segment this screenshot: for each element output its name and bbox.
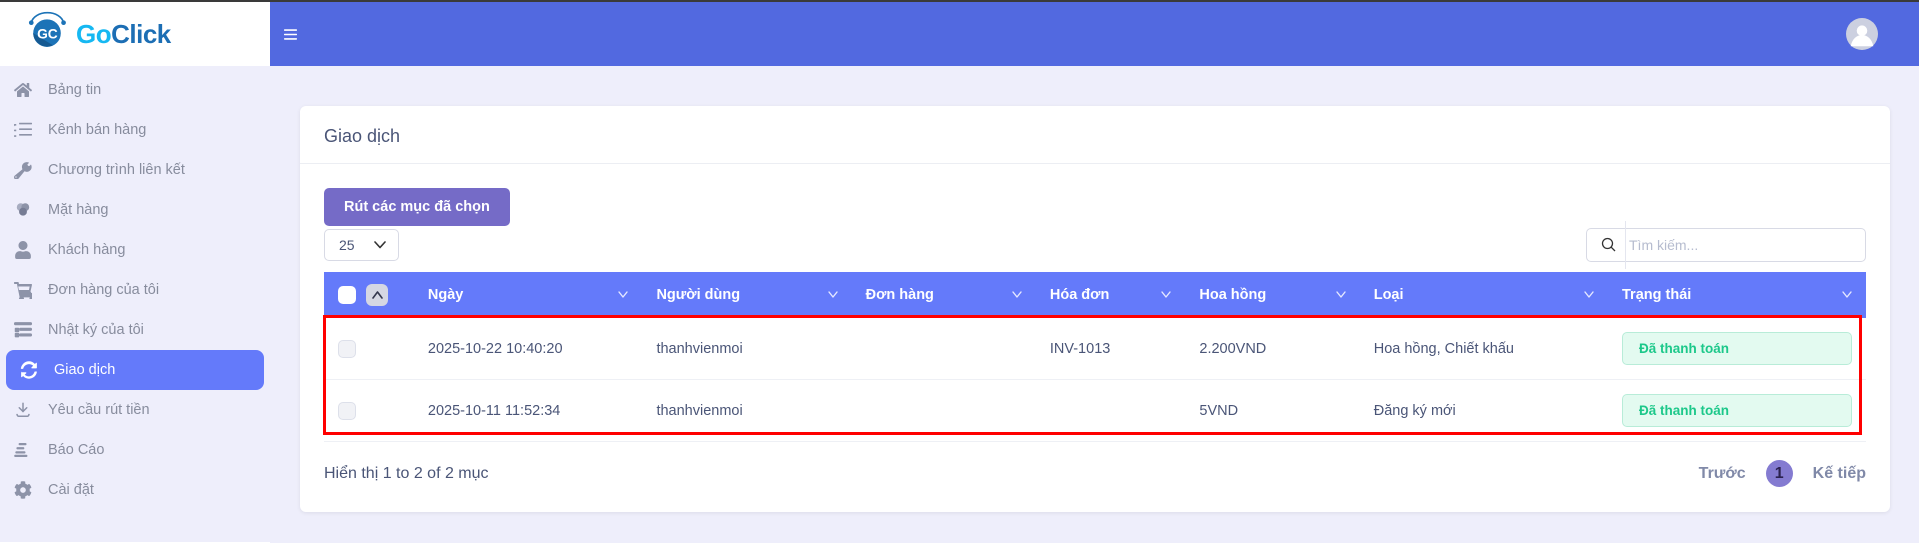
svg-text:GC: GC <box>37 27 58 42</box>
